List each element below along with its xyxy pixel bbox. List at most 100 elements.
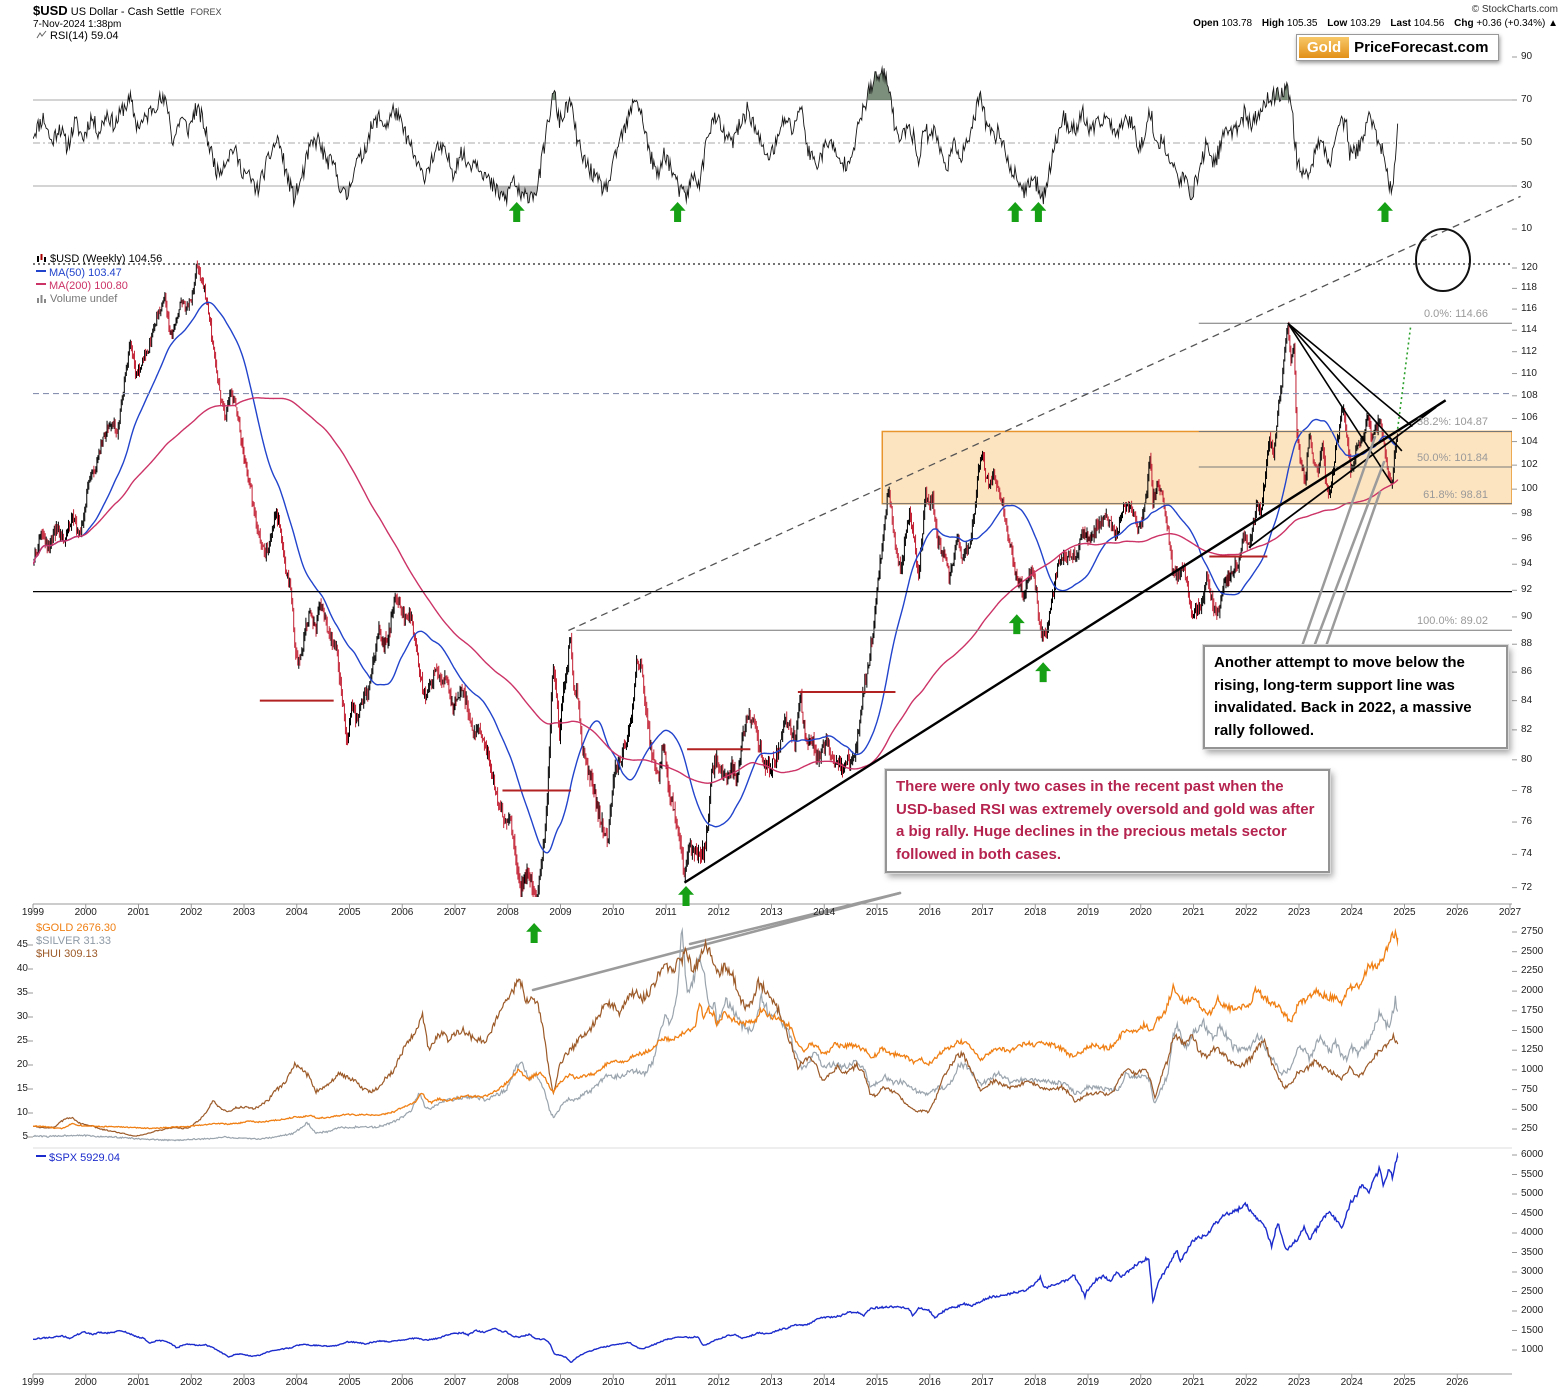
gold-axis-label: 500 (1521, 1103, 1538, 1115)
gold-axis-label: 1500 (1521, 1024, 1544, 1036)
logo-text: PriceForecast.com (1354, 39, 1489, 56)
silver-axis-label: 35 (16, 987, 28, 998)
x-axis-year-label: 2013 (760, 1377, 783, 1388)
usd-axis-label: 102 (1521, 459, 1538, 471)
hui-legend: $HUI 309.13 (36, 948, 98, 961)
usd-axis-label: 110 (1521, 367, 1537, 379)
fib-retracement-label: 50.0%: 101.84 (1417, 452, 1488, 465)
volume-bars-icon (37, 295, 46, 303)
gold-axis-label: 2250 (1521, 965, 1544, 977)
usd-axis-label: 116 (1521, 303, 1537, 315)
x-axis-year-label: 2024 (1340, 1377, 1363, 1388)
last-value: 104.56 (1413, 18, 1445, 29)
usd-axis-label: 72 (1521, 881, 1533, 893)
x-axis-year-label: 2007 (443, 907, 467, 918)
rsi-axis-label: 10 (1521, 223, 1533, 234)
x-axis-year-label: 2011 (655, 907, 677, 918)
copyright: © StockCharts.com (1471, 4, 1558, 15)
usd-axis-label: 104 (1521, 435, 1538, 447)
volume-legend-text: Volume undef (50, 293, 118, 305)
x-axis-year-label: 2021 (1182, 907, 1205, 918)
x-axis-year-label: 1999 (21, 907, 45, 918)
gold-axis-label: 750 (1521, 1083, 1538, 1095)
x-axis-year-label: 2024 (1340, 907, 1363, 918)
usd-axis-label: 108 (1521, 389, 1538, 401)
ma50-line-marker (36, 270, 46, 273)
x-axis-year-label: 2023 (1287, 1377, 1311, 1388)
x-axis-year-label: 2002 (180, 907, 203, 918)
x-axis-year-label: 2005 (338, 907, 361, 918)
spx-axis-label: 1000 (1521, 1344, 1544, 1355)
x-axis-year-label: 2027 (1498, 907, 1522, 918)
gold-axis-label: 1750 (1521, 1004, 1544, 1016)
chart-timestamp: 7-Nov-2024 1:38pm (33, 19, 122, 30)
exchange-label: FOREX (190, 7, 222, 17)
usd-axis-label: 118 (1521, 282, 1537, 294)
x-axis-year-label: 2013 (760, 907, 783, 918)
hui-legend-text: $HUI 309.13 (36, 948, 98, 960)
spx-legend: $SPX 5929.04 (36, 1152, 120, 1165)
open-value: 103.78 (1221, 18, 1253, 29)
usd-axis-label: 96 (1521, 532, 1533, 544)
fib-retracement-label: 38.2%: 104.87 (1417, 416, 1488, 429)
usd-legend: $USD (Weekly) 104.56 (36, 253, 162, 266)
x-axis-year-label: 2012 (707, 1377, 730, 1388)
usd-legend-text: $USD (Weekly) 104.56 (50, 253, 163, 265)
spx-axis-label: 6000 (1521, 1149, 1544, 1160)
x-axis-year-label: 2025 (1393, 907, 1416, 918)
x-axis-year-label: 2016 (918, 1377, 941, 1388)
rsi-axis-label: 70 (1521, 94, 1533, 105)
spx-line-marker (36, 1155, 46, 1158)
x-axis-year-label: 2010 (602, 1377, 625, 1388)
usd-axis-label: 84 (1521, 694, 1533, 706)
x-axis-year-label: 2009 (549, 907, 572, 918)
usd-axis-label: 88 (1521, 638, 1533, 650)
silver-axis-label: 20 (16, 1059, 28, 1070)
gold-legend-text: $GOLD 2676.30 (36, 922, 117, 934)
ma200-line-marker (36, 283, 46, 286)
usd-axis-label: 90 (1521, 610, 1533, 622)
ohlc-quote-line: Open 103.78 High 105.35 Low 103.29 Last … (1186, 18, 1558, 29)
x-axis-year-label: 2016 (918, 907, 941, 918)
fib-retracement-label: 100.0%: 89.02 (1417, 615, 1488, 628)
x-axis-year-label: 2000 (74, 1377, 97, 1388)
spx-axis-label: 2000 (1521, 1305, 1544, 1316)
low-label: Low (1327, 18, 1348, 29)
logo-gold-badge: Gold (1299, 37, 1350, 58)
low-value: 103.29 (1350, 18, 1381, 29)
spx-axis-label: 4500 (1521, 1207, 1544, 1219)
rsi-axis-label: 30 (1521, 180, 1533, 191)
x-axis-year-label: 2000 (74, 907, 97, 918)
x-axis-year-label: 2025 (1393, 1377, 1416, 1388)
spx-axis-label: 1500 (1521, 1324, 1544, 1336)
silver-legend-text: $SILVER 31.33 (36, 935, 112, 947)
spx-axis-label: 5500 (1521, 1168, 1544, 1180)
x-axis-year-label: 2002 (180, 1377, 203, 1388)
spx-axis-label: 3500 (1521, 1246, 1544, 1258)
usd-axis-label: 100 (1521, 483, 1538, 495)
usd-axis-label: 80 (1521, 753, 1533, 765)
usd-axis-label: 114 (1521, 324, 1537, 336)
high-label: High (1261, 18, 1285, 29)
x-axis-year-label: 2020 (1129, 1377, 1152, 1388)
x-axis-year-label: 2017 (971, 907, 994, 918)
gold-axis-label: 1250 (1521, 1044, 1544, 1056)
ma200-legend-text: MA(200) 100.80 (49, 280, 128, 292)
ticker-name: US Dollar - Cash Settle (70, 6, 185, 18)
ma50-legend: MA(50) 103.47 (36, 267, 122, 280)
silver-axis-label: 45 (16, 939, 28, 950)
usd-axis-label: 78 (1521, 784, 1533, 796)
x-axis-year-label: 2019 (1076, 907, 1100, 918)
fib-retracement-label: 0.0%: 114.66 (1423, 308, 1488, 321)
spx-axis-label: 4000 (1521, 1227, 1544, 1238)
gold-axis-label: 1000 (1521, 1063, 1544, 1075)
chg-label: Chg (1454, 18, 1474, 29)
x-axis-year-label: 2015 (865, 907, 889, 918)
spx-axis-label: 2500 (1521, 1285, 1544, 1297)
x-axis-year-label: 2014 (813, 907, 836, 918)
ticker-symbol: $USD (33, 3, 68, 18)
chg-value: +0.36 (+0.34%) (1476, 18, 1546, 29)
usd-axis-label: 94 (1521, 558, 1533, 570)
gold-legend: $GOLD 2676.30 (36, 922, 116, 935)
spx-legend-text: $SPX 5929.04 (49, 1152, 120, 1164)
